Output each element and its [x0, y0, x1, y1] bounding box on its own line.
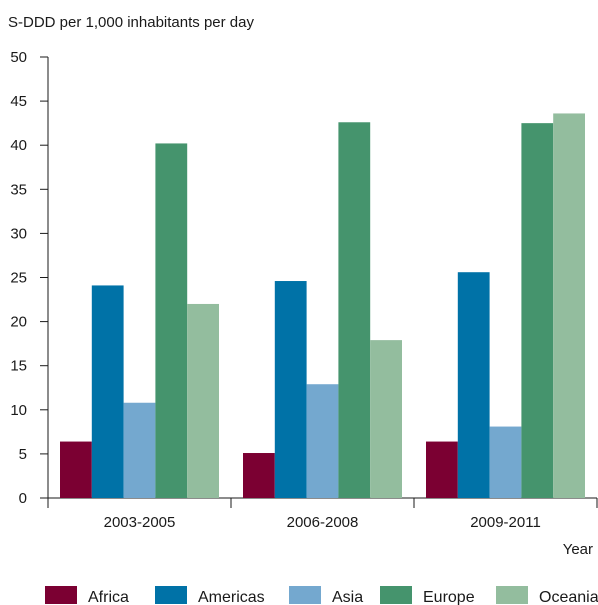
- bar-africa-2: [243, 453, 275, 498]
- legend-swatch-asia: [289, 586, 321, 604]
- y-tick-label: 5: [19, 446, 27, 463]
- bar-americas-1: [91, 285, 124, 498]
- bar-oceania-1: [187, 303, 219, 498]
- bars: [60, 113, 585, 499]
- bar-oceania-3: [553, 113, 585, 498]
- legend-swatch-americas: [155, 586, 187, 604]
- x-tick-label: 2003-2005: [104, 514, 176, 531]
- y-tick-label: 15: [10, 358, 27, 375]
- bar-africa-3: [426, 441, 458, 498]
- y-axis-label: S-DDD per 1,000 inhabitants per day: [8, 14, 254, 31]
- legend-swatch-africa: [45, 586, 77, 604]
- bar-asia-1: [123, 402, 156, 498]
- x-tick-label: 2006-2008: [287, 514, 359, 531]
- bar-europe-3: [521, 123, 554, 499]
- y-tick-label: 10: [10, 402, 27, 419]
- bar-asia-3: [489, 426, 522, 498]
- y-tick-label: 45: [10, 93, 27, 110]
- legend-label-asia: Asia: [332, 589, 363, 605]
- legend-label-africa: Africa: [88, 589, 129, 605]
- y-tick-label: 40: [10, 137, 27, 154]
- x-axis-label: Year: [563, 541, 593, 558]
- legend-swatch-oceania: [496, 586, 528, 604]
- bar-americas-3: [457, 272, 490, 498]
- bar-americas-2: [274, 281, 307, 498]
- legend-swatch-europe: [380, 586, 412, 604]
- legend-label-oceania: Oceania: [539, 589, 598, 605]
- y-tick-label: 50: [10, 49, 27, 66]
- legend-label-americas: Americas: [198, 589, 265, 605]
- y-tick-label: 0: [19, 490, 27, 507]
- x-axis: 2003-2005 2006-2008 2009-2011: [47, 497, 598, 531]
- bar-oceania-2: [370, 340, 402, 498]
- bar-africa-1: [60, 441, 92, 498]
- legend-label-europe: Europe: [423, 589, 475, 605]
- y-axis: 0 5 10 15 20 25 30 35 40 45 50: [10, 49, 49, 508]
- y-tick-label: 25: [10, 270, 27, 287]
- y-tick-label: 30: [10, 225, 27, 242]
- bar-asia-2: [306, 384, 339, 498]
- x-tick-label: 2009-2011: [470, 514, 541, 531]
- y-tick-label: 35: [10, 181, 27, 198]
- y-tick-label: 20: [10, 314, 27, 331]
- bar-europe-1: [155, 143, 188, 498]
- bar-europe-2: [338, 122, 371, 498]
- legend: Africa Americas Asia Europe Oceania: [45, 586, 598, 605]
